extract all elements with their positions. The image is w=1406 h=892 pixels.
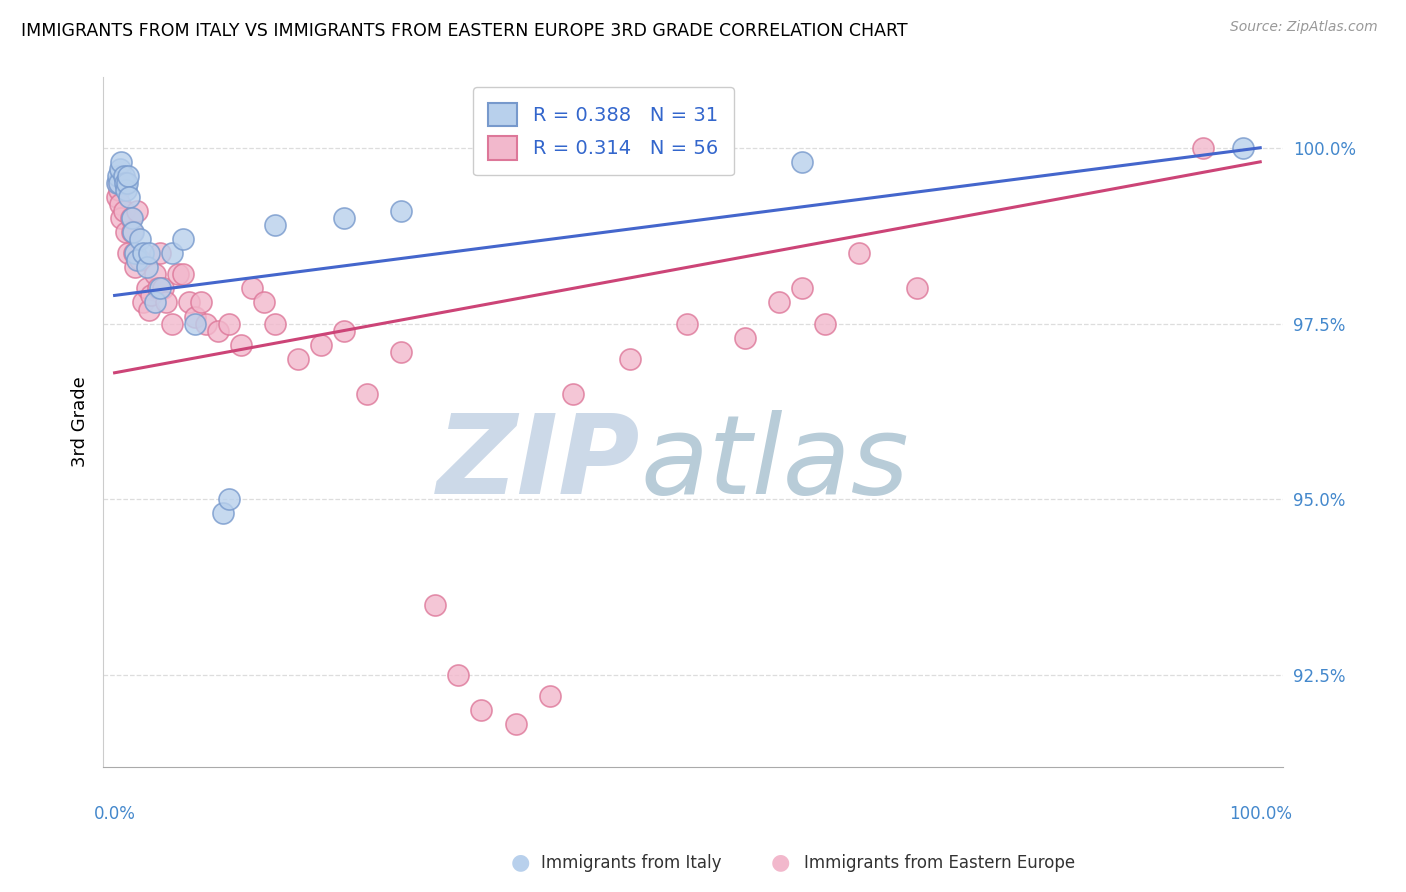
Text: Immigrants from Italy: Immigrants from Italy xyxy=(541,855,721,872)
Point xyxy=(118,190,141,204)
Point xyxy=(332,324,354,338)
Point xyxy=(177,295,200,310)
Point xyxy=(356,387,378,401)
Point xyxy=(229,337,252,351)
Point xyxy=(124,260,146,275)
Point xyxy=(814,317,837,331)
Text: Source: ZipAtlas.com: Source: ZipAtlas.com xyxy=(1230,20,1378,34)
Text: ●: ● xyxy=(770,853,790,872)
Text: ZIP: ZIP xyxy=(436,409,640,516)
Legend: R = 0.388   N = 31, R = 0.314   N = 56: R = 0.388 N = 31, R = 0.314 N = 56 xyxy=(472,87,734,176)
Point xyxy=(149,246,172,260)
Y-axis label: 3rd Grade: 3rd Grade xyxy=(72,376,89,467)
Point xyxy=(110,211,132,225)
Text: ●: ● xyxy=(510,853,530,872)
Point xyxy=(135,260,157,275)
Point xyxy=(132,246,155,260)
Point xyxy=(207,324,229,338)
Point xyxy=(122,246,145,260)
Point xyxy=(128,232,150,246)
Point xyxy=(160,317,183,331)
Point xyxy=(127,253,149,268)
Point xyxy=(184,310,207,324)
Point xyxy=(212,507,235,521)
Point xyxy=(264,317,287,331)
Point xyxy=(117,246,139,260)
Point xyxy=(190,295,212,310)
Point xyxy=(1232,141,1254,155)
Point xyxy=(790,281,813,295)
Point xyxy=(734,331,756,345)
Point xyxy=(107,176,129,190)
Point xyxy=(108,183,131,197)
Point xyxy=(105,190,128,204)
Text: atlas: atlas xyxy=(640,409,908,516)
Point xyxy=(240,281,263,295)
Point xyxy=(676,317,699,331)
Point xyxy=(107,169,129,183)
Point xyxy=(124,246,146,260)
Point xyxy=(121,225,143,239)
Point xyxy=(110,197,132,211)
Point xyxy=(218,317,240,331)
Point xyxy=(332,211,354,225)
Point xyxy=(309,337,332,351)
Point xyxy=(287,351,309,366)
Point xyxy=(115,225,138,239)
Point xyxy=(143,295,166,310)
Point xyxy=(138,246,160,260)
Point xyxy=(195,317,218,331)
Point xyxy=(141,288,163,302)
Point xyxy=(138,302,160,317)
Point xyxy=(112,204,135,219)
Point xyxy=(619,351,641,366)
Point xyxy=(172,268,194,282)
Point xyxy=(447,668,470,682)
Point xyxy=(389,344,412,359)
Text: Immigrants from Eastern Europe: Immigrants from Eastern Europe xyxy=(804,855,1076,872)
Point xyxy=(470,703,492,717)
Point xyxy=(389,204,412,219)
Point xyxy=(143,268,166,282)
Point xyxy=(768,295,790,310)
Point xyxy=(110,154,132,169)
Point xyxy=(117,169,139,183)
Point xyxy=(264,218,287,232)
Point xyxy=(172,232,194,246)
Point xyxy=(848,246,870,260)
Point xyxy=(538,690,561,704)
Point xyxy=(155,295,177,310)
Point xyxy=(127,204,149,219)
Point xyxy=(112,169,135,183)
Text: 100.0%: 100.0% xyxy=(1229,805,1292,823)
Point xyxy=(115,176,138,190)
Point xyxy=(561,387,583,401)
Point xyxy=(425,598,447,612)
Point xyxy=(120,211,142,225)
Point xyxy=(146,281,169,295)
Point xyxy=(135,281,157,295)
Text: IMMIGRANTS FROM ITALY VS IMMIGRANTS FROM EASTERN EUROPE 3RD GRADE CORRELATION CH: IMMIGRANTS FROM ITALY VS IMMIGRANTS FROM… xyxy=(21,22,908,40)
Point xyxy=(790,154,813,169)
Point xyxy=(905,281,928,295)
Point xyxy=(252,295,274,310)
Point xyxy=(184,317,207,331)
Point xyxy=(108,176,131,190)
Point xyxy=(218,492,240,507)
Point xyxy=(160,246,183,260)
Point xyxy=(505,717,527,731)
Text: 0.0%: 0.0% xyxy=(94,805,135,823)
Point xyxy=(122,225,145,239)
Point xyxy=(110,161,132,176)
Point xyxy=(128,253,150,268)
Point xyxy=(105,176,128,190)
Point xyxy=(1192,141,1215,155)
Point xyxy=(115,183,138,197)
Point xyxy=(152,281,174,295)
Point xyxy=(166,268,188,282)
Point xyxy=(132,295,155,310)
Point xyxy=(114,176,136,190)
Point xyxy=(149,281,172,295)
Point xyxy=(121,211,143,225)
